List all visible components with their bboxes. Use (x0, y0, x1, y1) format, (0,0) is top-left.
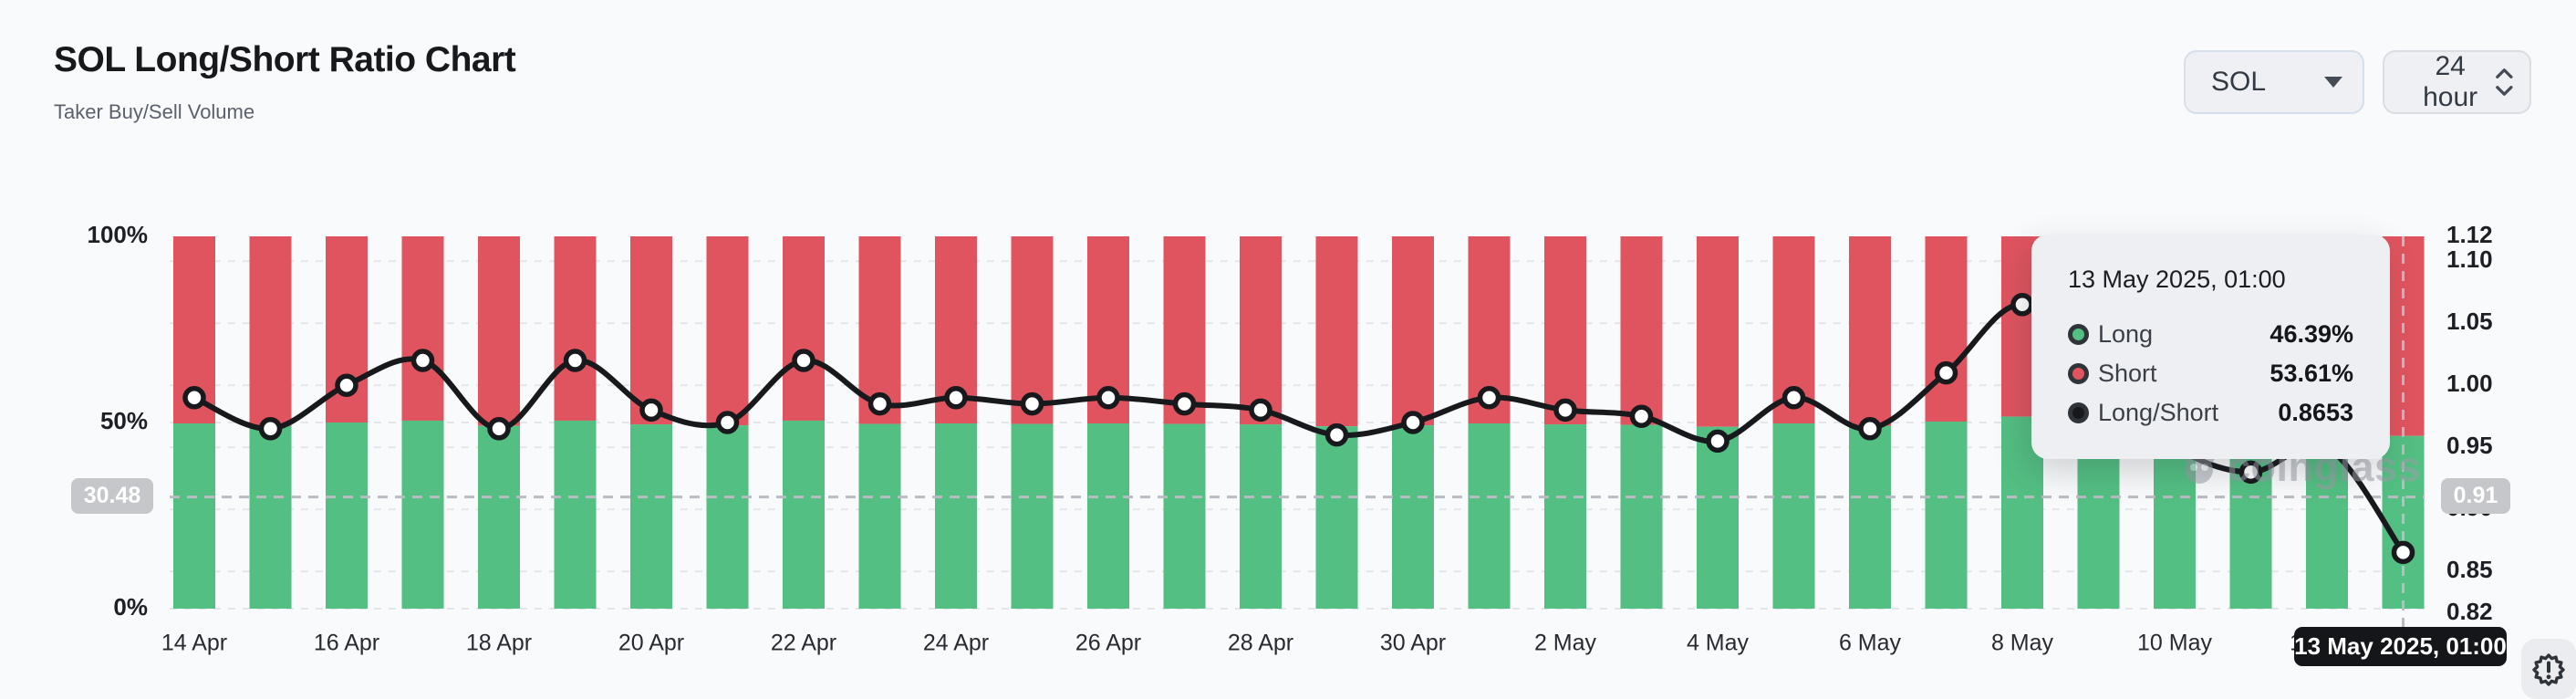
alert-seal-icon (2532, 653, 2565, 686)
svg-text:26 Apr: 26 Apr (1075, 631, 1141, 656)
svg-text:20 Apr: 20 Apr (618, 631, 684, 656)
coin-select[interactable]: SOL (2184, 50, 2364, 114)
crosshair-right-value-badge: 0.91 (2441, 478, 2510, 514)
alert-settings-button[interactable] (2521, 639, 2576, 699)
tooltip-long-label: Long (2098, 320, 2154, 348)
svg-text:22 Apr: 22 Apr (771, 631, 836, 656)
short-series-dot-icon (2068, 363, 2089, 384)
svg-text:30 Apr: 30 Apr (1380, 631, 1446, 656)
svg-text:0%: 0% (113, 593, 148, 621)
svg-text:100%: 100% (88, 221, 149, 248)
svg-text:6 May: 6 May (1839, 631, 1902, 656)
svg-text:16 Apr: 16 Apr (314, 631, 379, 656)
tooltip-short-label: Short (2098, 360, 2157, 387)
tooltip-ratio-value: 0.8653 (2278, 399, 2353, 426)
svg-text:24 Apr: 24 Apr (923, 631, 989, 656)
crosshair-date-badge: 13 May 2025, 01:00 (2294, 627, 2507, 666)
ratio-series-dot-icon (2068, 402, 2089, 423)
chevron-down-icon (2324, 77, 2342, 88)
crosshair-left-value-badge: 30.48 (71, 478, 153, 514)
chart-tooltip: 13 May 2025, 01:00 Long 46.39% Short 53.… (2031, 235, 2390, 459)
svg-text:18 Apr: 18 Apr (466, 631, 532, 656)
tooltip-date: 13 May 2025, 01:00 (2068, 266, 2286, 293)
tooltip-long-value: 46.39% (2270, 320, 2353, 348)
svg-text:50%: 50% (100, 407, 148, 434)
tooltip-row-ratio: Long/Short 0.8653 (2068, 396, 2353, 430)
chevron-up-down-icon (2496, 68, 2513, 96)
svg-text:14 Apr: 14 Apr (161, 631, 227, 656)
tooltip-ratio-label: Long/Short (2098, 399, 2219, 426)
svg-text:0.82: 0.82 (2446, 598, 2493, 625)
svg-text:0.85: 0.85 (2446, 556, 2493, 583)
coin-select-value: SOL (2211, 67, 2267, 97)
tooltip-row-short: Short 53.61% (2068, 357, 2353, 391)
tooltip-short-value: 53.61% (2270, 360, 2353, 387)
svg-text:28 Apr: 28 Apr (1228, 631, 1293, 656)
svg-text:1.00: 1.00 (2446, 370, 2493, 397)
interval-select[interactable]: 24 hour (2383, 50, 2531, 114)
svg-text:10 May: 10 May (2137, 631, 2212, 656)
long-series-dot-icon (2068, 324, 2089, 345)
svg-text:1.05: 1.05 (2446, 308, 2493, 335)
svg-text:1.10: 1.10 (2446, 245, 2493, 273)
interval-select-value: 24 hour (2423, 51, 2478, 112)
chart-subtitle: Taker Buy/Sell Volume (54, 100, 255, 123)
svg-text:2 May: 2 May (1534, 631, 1597, 656)
svg-text:1.12: 1.12 (2446, 221, 2493, 248)
page-title: SOL Long/Short Ratio Chart (54, 40, 516, 79)
tooltip-row-long: Long 46.39% (2068, 318, 2353, 351)
svg-text:4 May: 4 May (1687, 631, 1750, 656)
svg-text:0.95: 0.95 (2446, 432, 2493, 459)
svg-text:8 May: 8 May (1991, 631, 2054, 656)
